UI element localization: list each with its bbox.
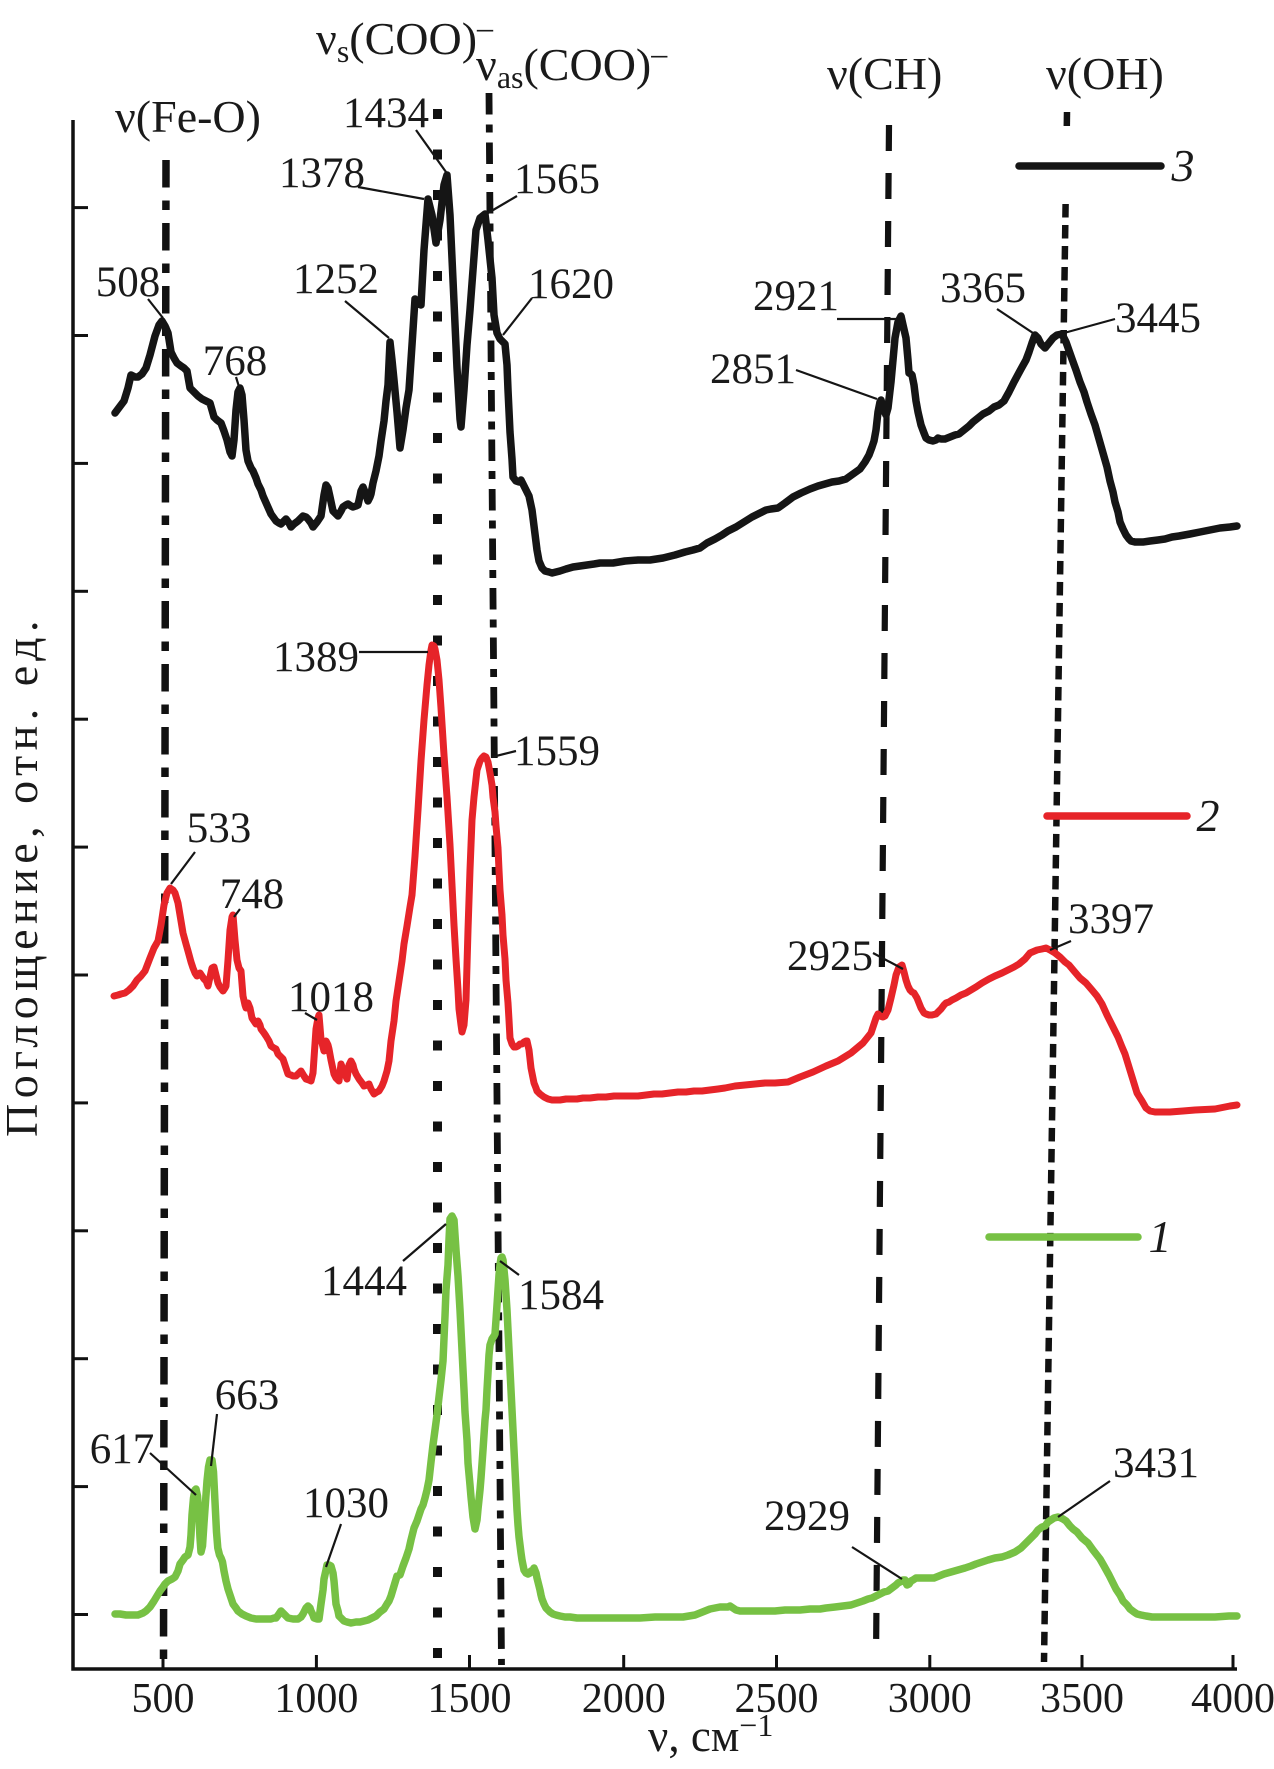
svg-text:ν(CH): ν(CH) [827, 48, 942, 99]
svg-text:3000: 3000 [888, 1676, 972, 1722]
svg-text:3365: 3365 [940, 265, 1026, 312]
svg-text:2: 2 [1197, 790, 1220, 841]
svg-text:1000: 1000 [274, 1676, 358, 1722]
svg-text:1434: 1434 [343, 90, 429, 137]
svg-text:663: 663 [215, 1372, 280, 1419]
svg-text:1252: 1252 [293, 256, 379, 303]
svg-text:3500: 3500 [1040, 1676, 1124, 1722]
svg-text:1: 1 [1149, 1211, 1172, 1262]
svg-text:4000: 4000 [1191, 1676, 1274, 1722]
svg-text:3397: 3397 [1068, 896, 1154, 943]
svg-text:3431: 3431 [1113, 1440, 1199, 1487]
svg-text:1584: 1584 [518, 1272, 604, 1319]
svg-text:2925: 2925 [787, 933, 873, 980]
svg-text:1559: 1559 [514, 728, 600, 775]
svg-text:617: 617 [90, 1426, 155, 1473]
svg-text:1620: 1620 [528, 261, 614, 308]
svg-text:768: 768 [203, 338, 268, 385]
svg-text:508: 508 [96, 259, 161, 306]
svg-text:3: 3 [1171, 140, 1195, 191]
svg-text:1018: 1018 [288, 974, 374, 1021]
svg-text:2929: 2929 [764, 1493, 850, 1540]
svg-text:1030: 1030 [303, 1480, 389, 1527]
svg-text:1500: 1500 [428, 1676, 512, 1722]
svg-text:ν(OH): ν(OH) [1046, 48, 1164, 99]
svg-text:748: 748 [220, 871, 285, 918]
svg-text:1378: 1378 [279, 150, 365, 197]
svg-text:3445: 3445 [1115, 295, 1201, 342]
svg-text:1389: 1389 [273, 634, 359, 681]
svg-text:Поглощение, отн. ед.: Поглощение, отн. ед. [0, 615, 47, 1137]
svg-text:500: 500 [132, 1676, 195, 1722]
svg-text:533: 533 [187, 805, 252, 852]
svg-text:2921: 2921 [753, 273, 839, 320]
svg-text:2851: 2851 [710, 346, 796, 393]
svg-text:ν(Fe-O): ν(Fe-O) [115, 91, 261, 142]
svg-text:1444: 1444 [321, 1258, 407, 1305]
svg-text:1565: 1565 [514, 156, 600, 203]
